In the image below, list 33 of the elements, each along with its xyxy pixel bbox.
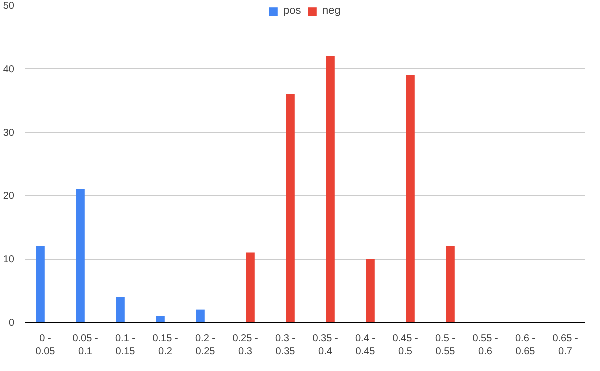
y-tick-label: 0 — [8, 318, 15, 329]
x-tick-label: 0.2 - 0.25 — [195, 334, 216, 358]
x-tick-label: 0.55 - 0.6 — [472, 334, 498, 358]
bar — [286, 94, 295, 322]
bar — [36, 246, 45, 322]
x-tick-label: 0.05 - 0.1 — [72, 334, 98, 358]
x-tick-label: 0.65 - 0.7 — [552, 334, 578, 358]
x-tick-label: 0.15 - 0.2 — [152, 334, 178, 358]
bar — [326, 56, 335, 322]
bar — [446, 246, 455, 322]
x-tick-label: 0.5 - 0.55 — [435, 334, 456, 358]
bar — [116, 297, 125, 322]
x-tick-label: 0.6 - 0.65 — [515, 334, 536, 358]
x-tick-label: 0.4 - 0.45 — [355, 334, 376, 358]
bar — [156, 316, 165, 322]
y-tick-label: 40 — [3, 64, 15, 76]
x-tick-label: 0.25 - 0.3 — [232, 334, 258, 358]
x-tick-label: 0.1 - 0.15 — [115, 334, 136, 358]
x-tick-label: 0.3 - 0.35 — [275, 334, 296, 358]
x-tick-label: 0.45 - 0.5 — [392, 334, 418, 358]
bar — [246, 252, 255, 322]
bar — [406, 75, 415, 322]
legend-label: pos — [284, 5, 302, 17]
y-tick-label: 50 — [3, 1, 15, 12]
x-tick-label: 0 - 0.05 — [36, 334, 56, 358]
bar — [366, 259, 375, 322]
bar — [76, 189, 85, 322]
bar — [196, 310, 205, 322]
x-tick-label: 0.35 - 0.4 — [312, 334, 338, 358]
y-tick-label: 10 — [3, 254, 15, 266]
y-tick-label: 30 — [3, 128, 15, 139]
legend-label: neg — [322, 5, 342, 17]
y-tick-label: 20 — [3, 191, 15, 202]
